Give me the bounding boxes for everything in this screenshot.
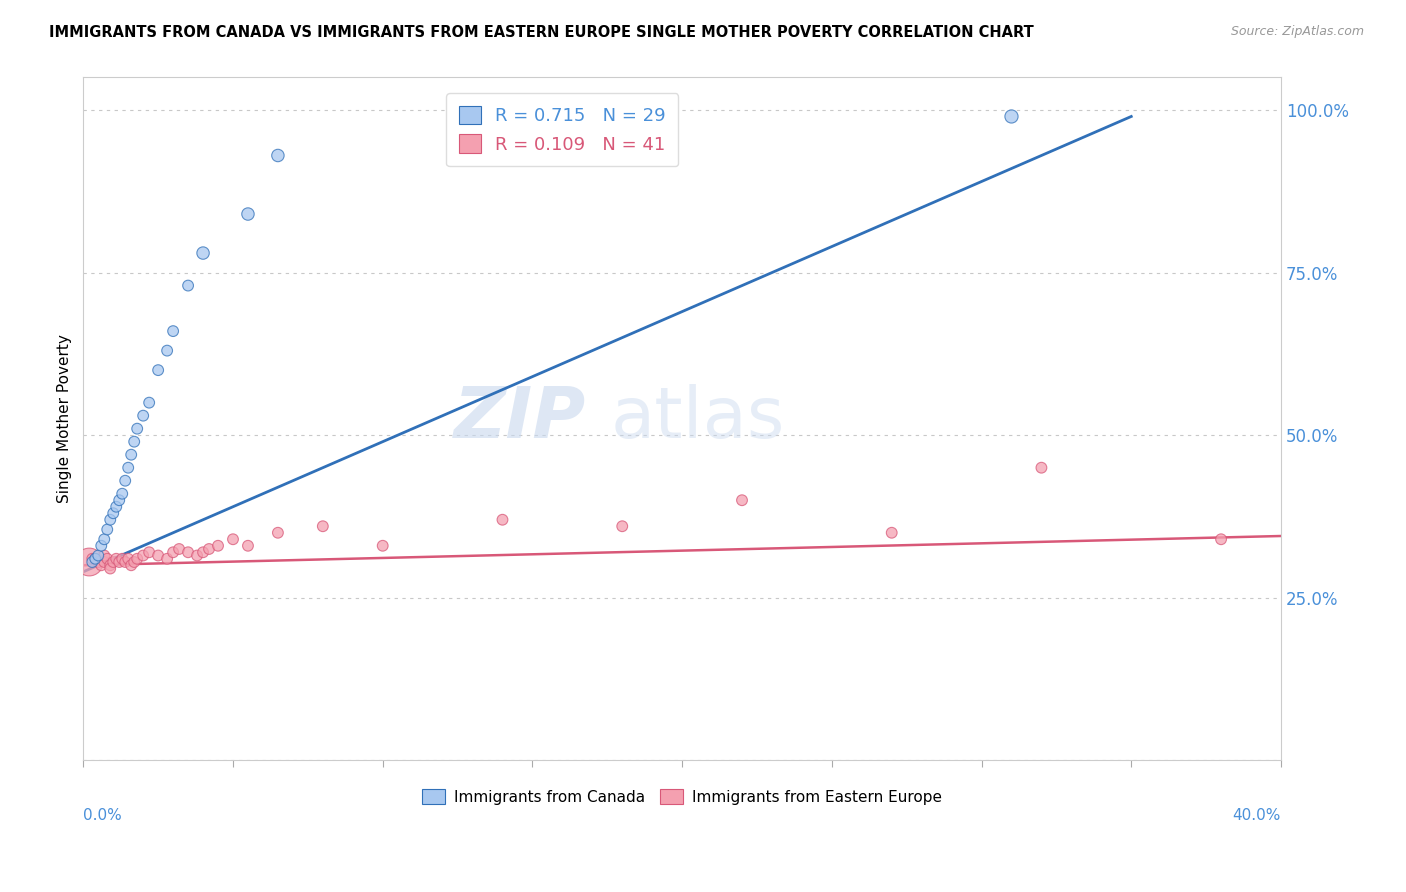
Point <box>186 549 208 563</box>
Point <box>127 551 149 566</box>
Point <box>191 246 214 260</box>
Point <box>132 549 155 563</box>
Point <box>267 148 290 162</box>
Text: Source: ZipAtlas.com: Source: ZipAtlas.com <box>1230 25 1364 38</box>
Point <box>111 551 134 566</box>
Text: 40.0%: 40.0% <box>1233 808 1281 823</box>
Point <box>267 525 290 540</box>
Point <box>236 207 259 221</box>
Point <box>103 555 125 569</box>
Point <box>98 513 121 527</box>
Text: ZIP: ZIP <box>454 384 586 453</box>
Point <box>731 493 754 508</box>
Point <box>96 523 118 537</box>
Text: atlas: atlas <box>610 384 785 453</box>
Point <box>146 549 169 563</box>
Point <box>138 545 160 559</box>
Point <box>132 409 155 423</box>
Point <box>93 549 115 563</box>
Point <box>156 551 179 566</box>
Text: 0.0%: 0.0% <box>83 808 122 823</box>
Point <box>77 555 100 569</box>
Point <box>207 539 229 553</box>
Point <box>222 533 245 547</box>
Point <box>117 551 139 566</box>
Point <box>98 561 121 575</box>
Point <box>1031 460 1053 475</box>
Point <box>127 422 149 436</box>
Point <box>162 545 184 559</box>
Point <box>120 448 142 462</box>
Point <box>90 558 112 573</box>
Point <box>880 525 903 540</box>
Point <box>551 116 574 130</box>
Point <box>98 558 121 573</box>
Point <box>82 551 104 566</box>
Point <box>108 493 131 508</box>
Point <box>82 555 104 569</box>
Point <box>122 555 145 569</box>
Point <box>87 549 110 563</box>
Point <box>117 460 139 475</box>
Point <box>491 513 513 527</box>
Point <box>312 519 335 533</box>
Point <box>198 541 221 556</box>
Point <box>236 539 259 553</box>
Point <box>122 434 145 449</box>
Text: IMMIGRANTS FROM CANADA VS IMMIGRANTS FROM EASTERN EUROPE SINGLE MOTHER POVERTY C: IMMIGRANTS FROM CANADA VS IMMIGRANTS FRO… <box>49 25 1033 40</box>
Point <box>84 551 107 566</box>
Point <box>111 486 134 500</box>
Point <box>612 519 634 533</box>
Point <box>191 545 214 559</box>
Point <box>167 541 190 556</box>
Point <box>138 395 160 409</box>
Point <box>93 555 115 569</box>
Point <box>1209 533 1232 547</box>
Point <box>114 474 136 488</box>
Point <box>90 539 112 553</box>
Point <box>108 555 131 569</box>
Point <box>177 278 200 293</box>
Point <box>87 555 110 569</box>
Legend: Immigrants from Canada, Immigrants from Eastern Europe: Immigrants from Canada, Immigrants from … <box>416 782 949 811</box>
Point <box>93 533 115 547</box>
Point <box>114 555 136 569</box>
Point <box>105 500 128 514</box>
Point <box>146 363 169 377</box>
Point <box>641 110 664 124</box>
Point <box>596 110 619 124</box>
Point <box>156 343 179 358</box>
Point <box>84 551 107 566</box>
Point <box>120 558 142 573</box>
Y-axis label: Single Mother Poverty: Single Mother Poverty <box>58 334 72 503</box>
Point <box>105 551 128 566</box>
Point <box>1000 110 1022 124</box>
Point <box>177 545 200 559</box>
Point <box>371 539 394 553</box>
Point <box>103 506 125 520</box>
Point <box>96 551 118 566</box>
Point <box>162 324 184 338</box>
